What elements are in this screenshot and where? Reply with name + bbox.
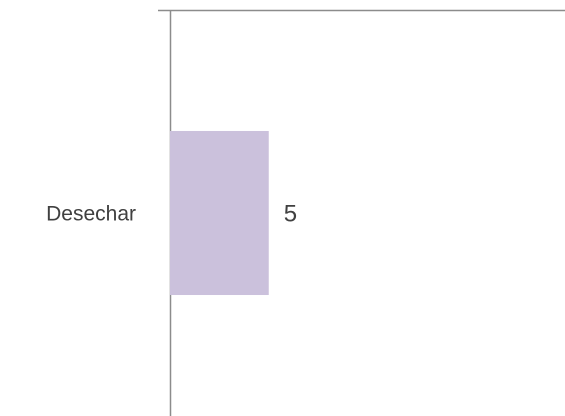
y-tick-label: Desechar bbox=[46, 203, 136, 226]
bar bbox=[170, 130, 269, 296]
data-label: 5 bbox=[284, 200, 297, 227]
